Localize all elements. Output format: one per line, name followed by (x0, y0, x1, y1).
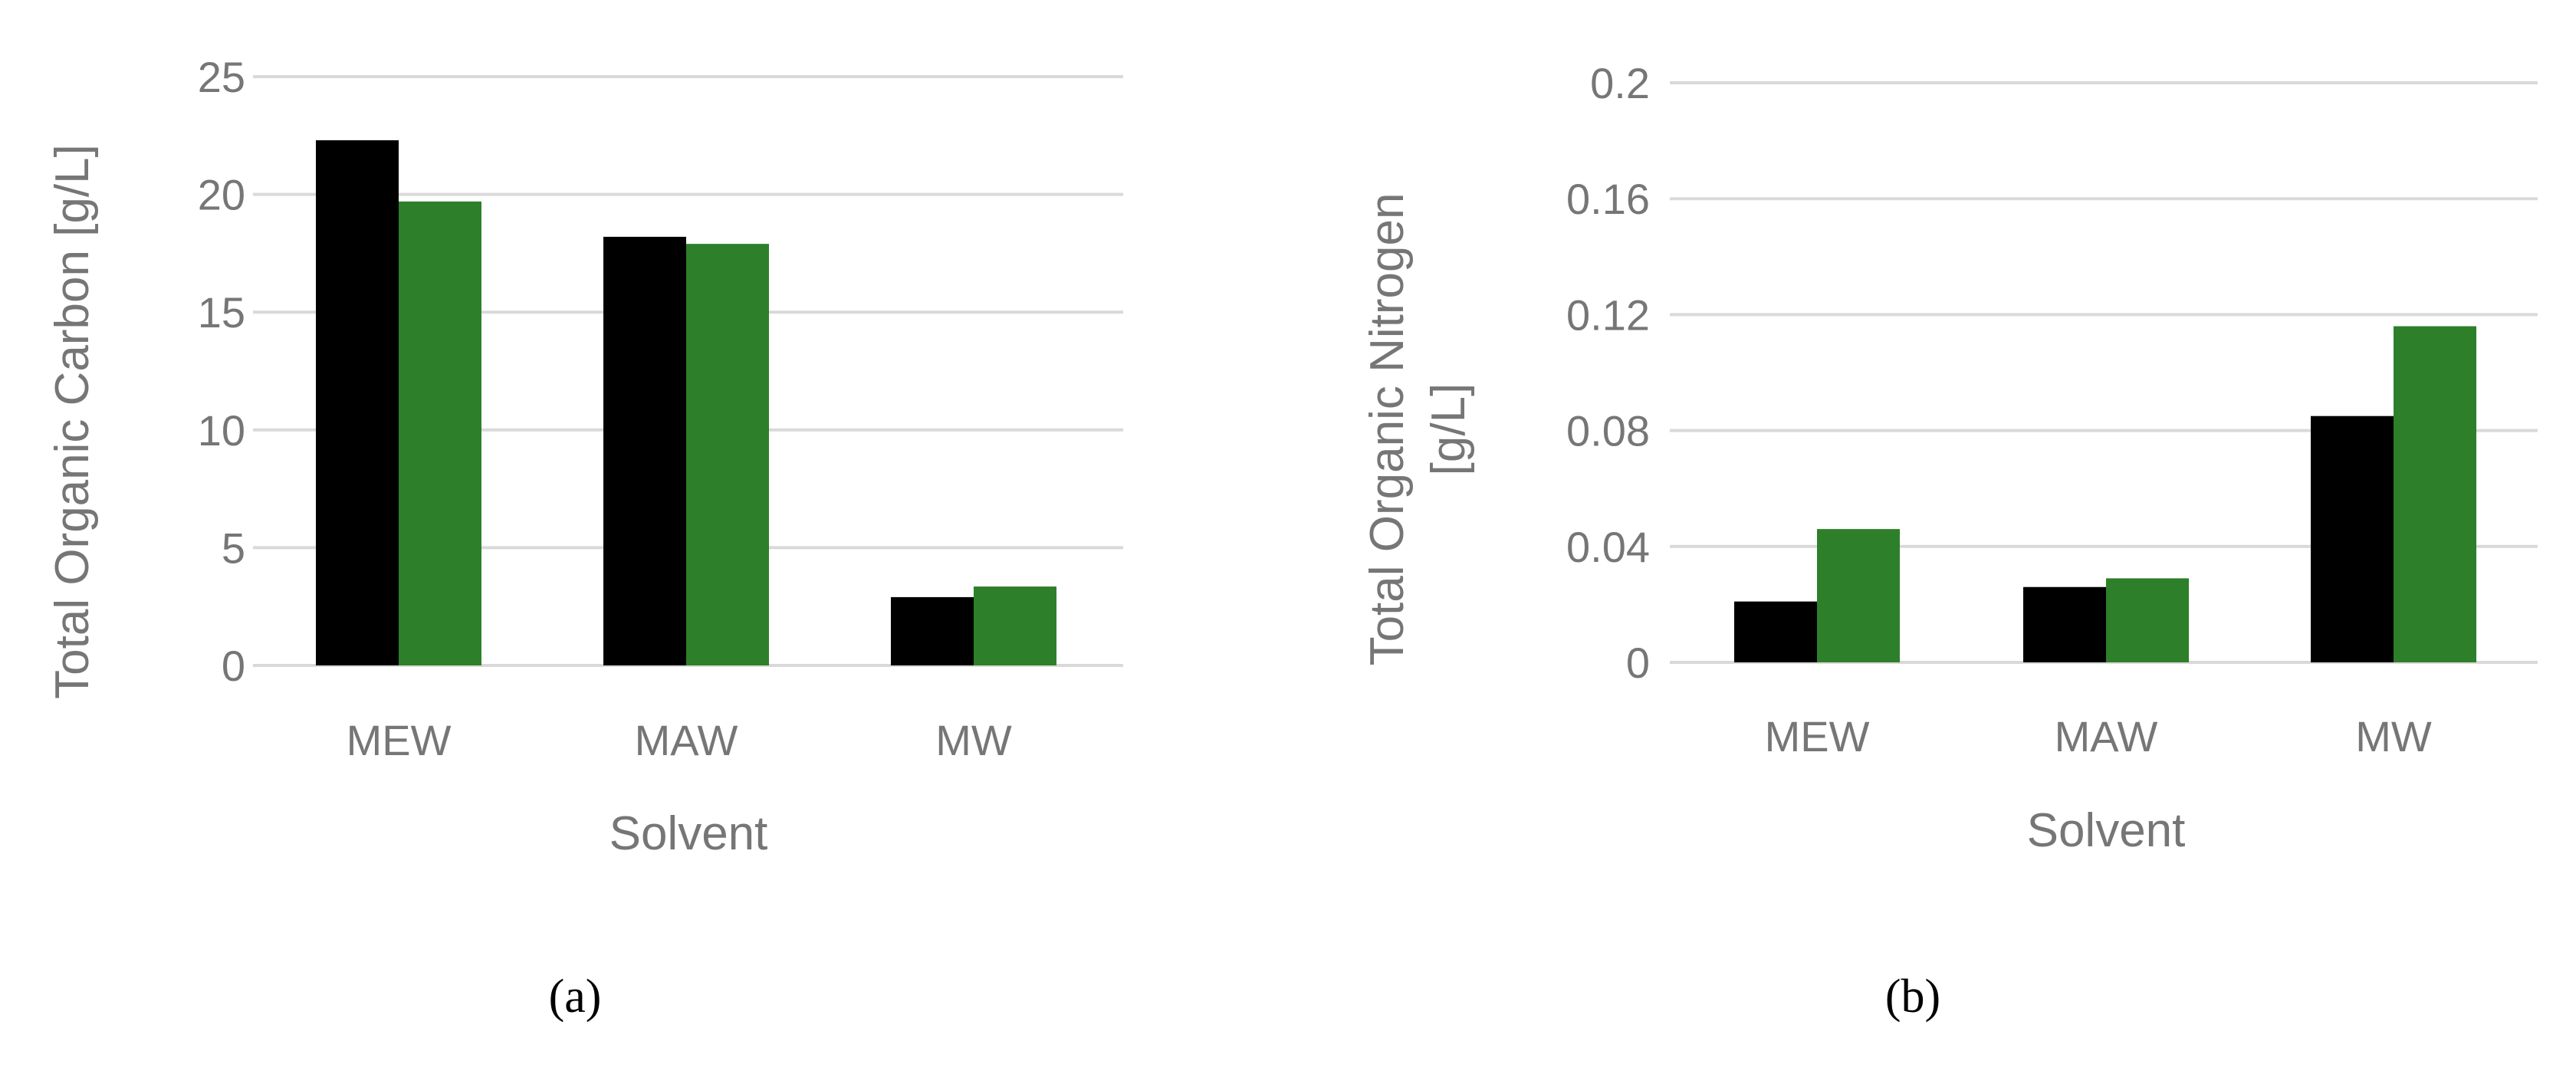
x-tick-label-mw: MW (2355, 712, 2432, 760)
bar-mew-series-1 (316, 140, 399, 666)
x-tick-label-mw: MW (935, 716, 1012, 764)
y-tick-label: 0.16 (1566, 175, 1650, 223)
bar-maw-series-2 (2106, 578, 2189, 662)
y-axis-label-line-2: [g/L] (1422, 383, 1475, 476)
y-tick-label: 25 (198, 53, 245, 101)
y-tick-label: 0.08 (1566, 407, 1650, 455)
x-axis-label: Solvent (610, 807, 768, 860)
y-tick-label: 0 (1626, 639, 1650, 687)
y-tick-label: 0.04 (1566, 523, 1650, 571)
bar-mw-series-2 (974, 586, 1056, 665)
y-tick-label: 0 (222, 642, 245, 690)
y-tick-labels: 0 5 10 15 20 25 (198, 53, 245, 690)
x-tick-label-maw: MAW (2055, 712, 2158, 760)
x-tick-labels: MEW MAW MW (347, 716, 1012, 764)
y-axis-label: Total Organic Carbon [g/L] (46, 144, 99, 699)
bar-maw-series-1 (2023, 586, 2106, 662)
bars (316, 140, 1056, 666)
bar-mew-series-2 (399, 201, 481, 665)
y-tick-label: 0.2 (1590, 59, 1650, 107)
x-tick-labels: MEW MAW MW (1765, 712, 2432, 760)
bar-mw-series-2 (2394, 326, 2476, 662)
bars (1734, 326, 2476, 662)
bar-mew-series-1 (1734, 601, 1817, 662)
y-tick-label: 5 (222, 524, 245, 572)
x-tick-label-mew: MEW (1765, 712, 1870, 760)
bar-mew-series-2 (1817, 529, 1900, 662)
y-axis-label-line-1: Total Organic Nitrogen (1361, 193, 1414, 666)
panel-label-a: (a) (549, 971, 602, 1023)
y-tick-labels: 0 0.04 0.08 0.12 0.16 0.2 (1566, 59, 1650, 687)
x-tick-label-mew: MEW (347, 716, 452, 764)
x-tick-label-maw: MAW (635, 716, 738, 764)
x-axis-label: Solvent (2027, 804, 2186, 857)
bar-mw-series-1 (891, 596, 974, 665)
y-tick-label: 20 (198, 171, 245, 219)
y-tick-label: 15 (198, 288, 245, 337)
panel-label-b: (b) (1885, 971, 1940, 1023)
y-tick-label: 10 (198, 406, 245, 455)
bar-maw-series-2 (686, 244, 769, 665)
bar-maw-series-1 (603, 236, 686, 665)
bar-mw-series-1 (2311, 416, 2394, 662)
chart-panel-b: 0 0.04 0.08 0.12 0.16 0.2 MEW MAW MW Total Orga… (1361, 59, 2538, 1023)
y-tick-label: 0.12 (1566, 291, 1650, 339)
chart-panel-a: 0 5 10 15 20 25 MEW MAW MW Total Organic Carbon… (46, 53, 1123, 1023)
